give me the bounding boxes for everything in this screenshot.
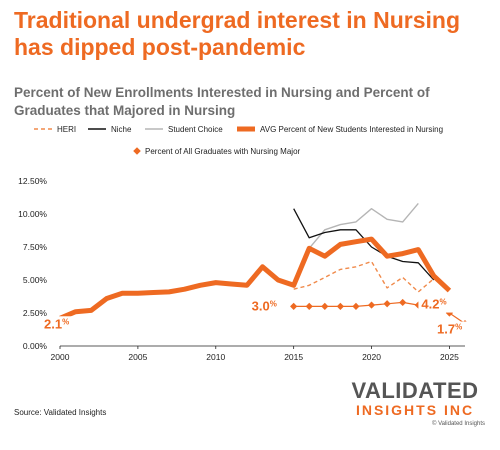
annotation-bg [418, 296, 455, 313]
graduates-diamond-point [336, 302, 344, 310]
headline: Traditional undergrad interest in Nursin… [14, 7, 460, 60]
legend-label: Niche [111, 125, 132, 134]
logo-wordmark: VALIDATED [351, 378, 479, 403]
y-tick-label: 7.50% [23, 242, 48, 252]
series-line-student-choice [308, 202, 419, 249]
legend-swatch [133, 147, 141, 155]
annotation-bg [434, 321, 470, 338]
annotation-label: 1.7% [437, 322, 462, 337]
legend-label: Student Choice [168, 125, 223, 134]
series-line-heri [293, 260, 435, 293]
line-chart: 0.00% 2.50% 5.00% 7.50% 10.00% 12.50% 2000 2005… [18, 125, 470, 362]
graduates-diamond-point [367, 301, 376, 309]
x-tick-label: 2005 [128, 352, 147, 362]
annotation-bg [41, 316, 77, 333]
series-line-avg-percent-of-new-students-interested-in-nursing [59, 236, 452, 321]
company-logo: VALIDATED INSIGHTS INC © Validated Insig… [345, 378, 485, 428]
y-tick-label: 12.50% [18, 176, 47, 186]
graduates-diamond-point [383, 300, 391, 308]
x-tick-label: 2000 [51, 352, 70, 362]
x-tick-label: 2015 [284, 352, 303, 362]
series-line-niche [293, 208, 435, 281]
graduates-diamond-point [399, 298, 407, 307]
source-note: Source: Validated Insights [14, 408, 107, 417]
x-tick-label: 2025 [440, 352, 459, 362]
y-tick-label: 0.00% [23, 341, 48, 351]
annotation-label: 3.0% [252, 298, 277, 313]
y-tick-label: 5.00% [23, 275, 48, 285]
annotation-label: 2.1% [44, 316, 69, 331]
chart-subtitle: Percent of New Enrollments Interested in… [14, 85, 430, 118]
copyright-text: © Validated Insights [431, 421, 485, 427]
x-tick-label: 2010 [206, 352, 225, 362]
logo-subtitle: INSIGHTS INC [355, 402, 475, 418]
graduates-diamond-point [290, 302, 298, 310]
y-tick-label: 10.00% [18, 209, 47, 219]
graduates-diamond-point [305, 302, 313, 310]
graduates-diamond-point [321, 302, 329, 310]
legend-label: Percent of All Graduates with Nursing Ma… [145, 147, 301, 156]
annotation-label: 4.2% [421, 297, 446, 312]
y-tick-label: 2.50% [23, 308, 48, 318]
legend-label: AVG Percent of New Students Interested i… [260, 125, 443, 134]
legend-label: HERI [57, 125, 76, 134]
graduates-diamond-point [352, 302, 360, 310]
annotation-bg [248, 298, 285, 315]
x-tick-label: 2020 [362, 352, 381, 362]
